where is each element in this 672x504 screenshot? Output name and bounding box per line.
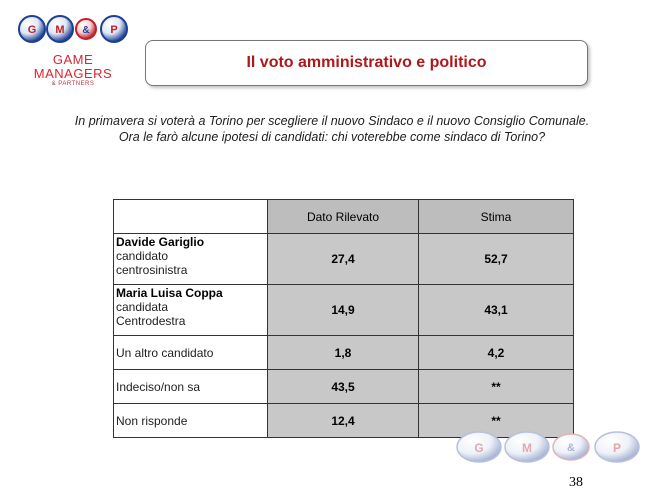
value-stima: 52,7 xyxy=(418,233,574,285)
slide-title: Il voto amministrativo e politico xyxy=(246,54,487,71)
value-stima: ** xyxy=(418,403,574,438)
logo-balls-icon: G M & P xyxy=(18,15,128,43)
value-stima: ** xyxy=(418,369,574,404)
company-logo: G M & P GAME MANAGERS & PARTNERS xyxy=(14,8,130,87)
candidate-label: Davide Gariglio candidato centrosinistra xyxy=(113,233,268,285)
value-stima: 43,1 xyxy=(418,284,574,336)
footer-logo-balls-icon: G M & P xyxy=(456,431,640,463)
slide-title-box: Il voto amministrativo e politico xyxy=(145,40,588,86)
logo-ball-g: G xyxy=(28,24,37,36)
footer-ball-m: M xyxy=(522,441,532,455)
logo-ball-p: P xyxy=(110,24,117,36)
logo-ball-amp: & xyxy=(82,25,89,36)
row-label: Indeciso/non sa xyxy=(113,369,268,404)
value-rilevato: 14,9 xyxy=(267,284,419,336)
value-stima: 4,2 xyxy=(418,335,574,370)
page-number: 38 xyxy=(569,475,583,490)
logo-line-managers: MANAGERS xyxy=(33,66,113,81)
candidate-coalition: Centrodestra xyxy=(116,314,186,328)
table-row: Un altro candidato 1,8 4,2 xyxy=(113,335,574,370)
candidate-coalition: centrosinistra xyxy=(116,263,188,277)
footer-ball-p: P xyxy=(613,441,621,455)
table-header-rilevato: Dato Rilevato xyxy=(267,199,419,234)
row-label: Non risponde xyxy=(113,403,268,438)
table-header-row: Dato Rilevato Stima xyxy=(113,199,574,234)
value-rilevato: 43,5 xyxy=(267,369,419,404)
table-header-empty xyxy=(113,199,268,234)
survey-question: In primavera si voterà a Torino per sceg… xyxy=(74,114,590,144)
candidate-desc: candidata xyxy=(116,300,169,314)
candidate-name: Maria Luisa Coppa xyxy=(116,286,223,300)
table-row: Indeciso/non sa 43,5 ** xyxy=(113,369,574,404)
table-row: Davide Gariglio candidato centrosinistra… xyxy=(113,233,574,285)
value-rilevato: 1,8 xyxy=(267,335,419,370)
results-table: Dato Rilevato Stima Davide Gariglio cand… xyxy=(113,199,574,438)
logo-ball-m: M xyxy=(55,24,64,36)
logo-line-partners: & PARTNERS xyxy=(51,81,95,87)
candidate-name: Davide Gariglio xyxy=(116,235,205,249)
table-row: Non risponde 12,4 ** xyxy=(113,403,574,438)
row-label: Un altro candidato xyxy=(113,335,268,370)
footer-ball-g: G xyxy=(474,441,483,455)
candidate-label: Maria Luisa Coppa candidata Centrodestra xyxy=(113,284,268,336)
table-row: Maria Luisa Coppa candidata Centrodestra… xyxy=(113,284,574,336)
value-rilevato: 12,4 xyxy=(267,403,419,438)
footer-ball-amp: & xyxy=(567,442,575,454)
logo-line-game: GAME xyxy=(52,52,94,67)
candidate-desc: candidato xyxy=(116,249,169,263)
value-rilevato: 27,4 xyxy=(267,233,419,285)
table-header-stima: Stima xyxy=(418,199,574,234)
